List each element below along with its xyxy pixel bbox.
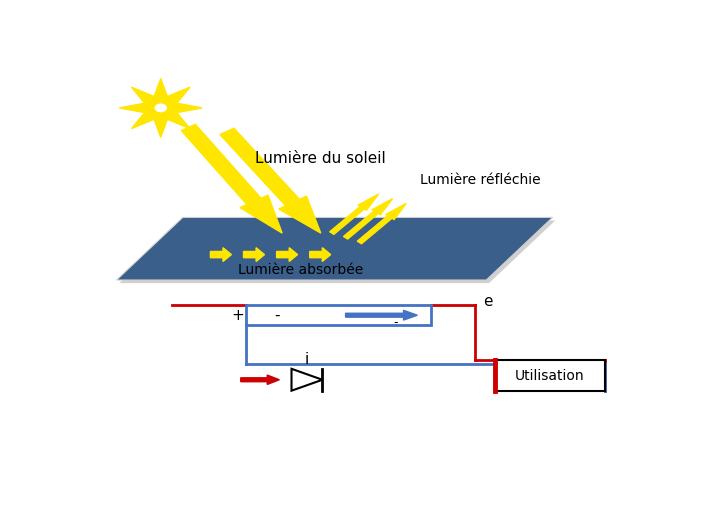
FancyArrow shape <box>220 128 320 233</box>
Ellipse shape <box>155 104 167 112</box>
Text: Lumière réfléchie: Lumière réfléchie <box>420 173 540 187</box>
FancyArrow shape <box>345 310 417 320</box>
FancyBboxPatch shape <box>246 305 431 325</box>
FancyBboxPatch shape <box>495 360 605 392</box>
Text: Lumière absorbée: Lumière absorbée <box>238 263 363 277</box>
Polygon shape <box>120 79 202 137</box>
FancyArrow shape <box>276 248 298 262</box>
Text: -: - <box>393 316 397 329</box>
Text: e: e <box>483 294 493 309</box>
FancyArrow shape <box>244 248 264 262</box>
Text: Utilisation: Utilisation <box>515 369 585 383</box>
FancyArrow shape <box>343 199 392 239</box>
Polygon shape <box>117 217 553 280</box>
FancyArrow shape <box>241 375 279 385</box>
FancyArrow shape <box>330 194 379 234</box>
FancyArrow shape <box>310 248 330 262</box>
Text: i: i <box>305 352 309 367</box>
Polygon shape <box>291 369 323 391</box>
Polygon shape <box>120 220 555 283</box>
FancyArrow shape <box>182 124 282 233</box>
Text: +: + <box>231 308 244 323</box>
FancyArrow shape <box>211 248 231 262</box>
Text: -: - <box>274 308 279 323</box>
Text: Lumière du soleil: Lumière du soleil <box>255 151 385 166</box>
FancyArrow shape <box>357 203 407 244</box>
